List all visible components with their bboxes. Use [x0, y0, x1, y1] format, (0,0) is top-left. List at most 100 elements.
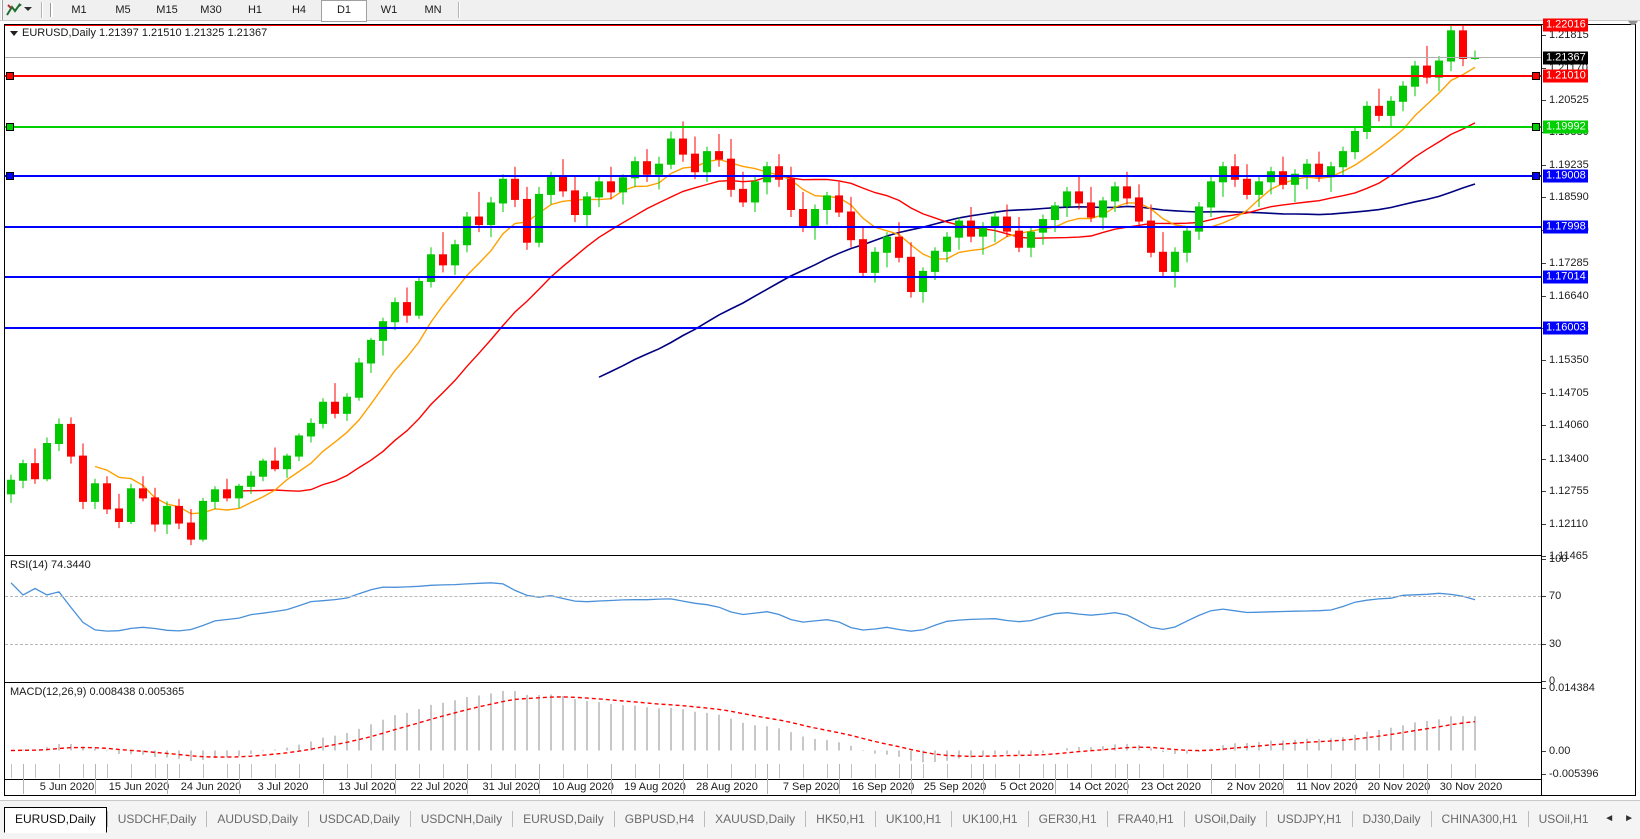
price-level-tag[interactable]: 1.17014	[1543, 270, 1588, 284]
chart-area[interactable]: EURUSD,Daily 1.21397 1.21510 1.21325 1.2…	[4, 18, 1638, 796]
symbol-ohlc-text: EURUSD,Daily 1.21397 1.21510 1.21325 1.2…	[22, 27, 268, 39]
date-axis-separator	[539, 764, 540, 794]
chart-tab-usdcad-daily[interactable]: USDCAD,Daily	[319, 812, 400, 826]
level-drag-handle[interactable]	[1532, 172, 1540, 181]
date-axis-tick	[371, 764, 372, 778]
chart-tab-gbpusd-h4[interactable]: GBPUSD,H4	[624, 812, 695, 826]
price-level-tag[interactable]: 1.19992	[1543, 120, 1588, 134]
chart-tab-usoil-h1[interactable]: USOil,H1	[1538, 812, 1589, 826]
rsi-pane[interactable]: RSI(14) 74.3440	[5, 557, 1541, 683]
tab-prev-icon[interactable]: ◄	[1604, 813, 1615, 824]
date-axis-tick	[179, 764, 180, 778]
chart-tab-dj30-daily[interactable]: DJ30,Daily	[1362, 812, 1421, 826]
chart-tab-xauusd-daily[interactable]: XAUUSD,Daily	[715, 812, 796, 826]
rsi-canvas	[10, 582, 1476, 632]
price-level-line[interactable]	[5, 175, 1541, 178]
date-axis-separator	[839, 764, 840, 794]
chevron-down-icon[interactable]	[24, 7, 32, 11]
price-level-line[interactable]	[5, 25, 1541, 26]
toolbar-grip[interactable]	[0, 0, 6, 20]
chart-tab-china300-h1[interactable]: CHINA300,H1	[1441, 812, 1518, 826]
chart-tab-eurusd-daily[interactable]: EURUSD,Daily	[4, 807, 107, 833]
date-axis-separator	[23, 764, 24, 794]
chart-tab-uk100-h1[interactable]: UK100,H1	[885, 812, 942, 826]
macd-pane[interactable]: MACD(12,26,9) 0.008438 0.005365	[5, 684, 1541, 778]
indicators-icon[interactable]	[6, 3, 22, 17]
price-axis-label: 1.14060	[1549, 419, 1589, 432]
date-axis-tick	[851, 764, 852, 778]
timeframe-d1[interactable]: D1	[321, 0, 367, 22]
timeframe-h4[interactable]: H4	[291, 4, 307, 16]
chart-tab-eurusd-daily[interactable]: EURUSD,Daily	[523, 812, 604, 826]
symbol-ohlc-label: EURUSD,Daily 1.21397 1.21510 1.21325 1.2…	[10, 27, 267, 39]
macd-axis-tick	[1542, 688, 1546, 689]
price-axis-label: 1.18590	[1549, 191, 1589, 204]
timeframe-m30[interactable]: M30	[200, 4, 222, 16]
date-axis-tick	[83, 764, 84, 778]
price-level-line[interactable]	[5, 326, 1541, 329]
chart-tab-usdchf-daily[interactable]: USDCHF,Daily	[117, 812, 197, 826]
symbol-caret-icon[interactable]	[10, 30, 18, 36]
macd-axis-label: -0.005396	[1549, 768, 1599, 780]
toolbar-separator-end	[455, 0, 462, 20]
date-axis-tick	[491, 764, 492, 778]
date-axis-separator	[983, 764, 984, 794]
chart-tab-usoil-daily[interactable]: USOil,Daily	[1194, 812, 1257, 826]
chart-tab-usdjpy-h1[interactable]: USDJPY,H1	[1277, 812, 1342, 826]
rsi-axis-label: 70	[1549, 589, 1562, 602]
price-level-line[interactable]	[5, 74, 1541, 77]
level-drag-handle-left[interactable]	[6, 71, 14, 80]
price-axis-label: 1.12110	[1549, 517, 1588, 530]
price-level-line[interactable]	[5, 125, 1541, 128]
date-axis-tick	[1139, 764, 1140, 778]
price-axis-label: 1.15350	[1549, 354, 1589, 367]
date-axis-tick	[635, 764, 636, 778]
tab-separator	[874, 811, 876, 827]
chart-tab-hk50-h1[interactable]: HK50,H1	[816, 812, 865, 826]
chart-tab-usdcnh-daily[interactable]: USDCNH,Daily	[420, 812, 503, 826]
chart-tab-uk100-h1[interactable]: UK100,H1	[962, 812, 1018, 826]
price-level-line[interactable]	[5, 56, 1541, 58]
date-axis[interactable]: 5 Jun 2020 15 Jun 2020 24 Jun 2020 3 Jul 20…	[5, 764, 1541, 795]
price-axis-label: 1.11465	[1549, 550, 1588, 562]
price-level-tag[interactable]: 1.21010	[1543, 69, 1588, 83]
price-axis[interactable]: 1.218151.211701.205251.198801.192351.185…	[1541, 18, 1635, 795]
timeframe-h1[interactable]: H1	[247, 4, 263, 16]
timeframe-mn[interactable]: MN	[424, 4, 442, 16]
timeframe-m15[interactable]: M15	[156, 4, 178, 16]
macd-label: MACD(12,26,9) 0.008438 0.005365	[10, 686, 185, 698]
date-axis-label: 11 Nov 2020	[1296, 781, 1358, 793]
tab-next-icon[interactable]: ►	[1624, 813, 1634, 824]
date-axis-tick	[587, 764, 588, 778]
date-axis-tick	[563, 764, 564, 778]
date-axis-label: 23 Oct 2020	[1141, 781, 1201, 793]
timeframe-w1[interactable]: W1	[380, 4, 398, 16]
chart-tab-audusd-daily[interactable]: AUDUSD,Daily	[217, 812, 299, 826]
date-axis-tick	[275, 764, 276, 778]
date-axis-label: 22 Jul 2020	[410, 781, 468, 793]
date-axis-label: 25 Sep 2020	[923, 781, 987, 793]
level-drag-handle-left[interactable]	[6, 172, 14, 181]
timeframe-m1[interactable]: M1	[71, 4, 87, 16]
timeframe-grip[interactable]	[45, 0, 57, 20]
price-level-tag[interactable]: 1.22016	[1543, 18, 1588, 32]
last-price-tag[interactable]: 1.21367	[1543, 51, 1588, 65]
price-level-tag[interactable]: 1.19008	[1543, 169, 1588, 183]
date-axis-tick	[107, 764, 108, 778]
chart-tab-fra40-h1[interactable]: FRA40,H1	[1117, 812, 1174, 826]
timeframe-m5[interactable]: M5	[115, 4, 131, 16]
price-level-line[interactable]	[5, 275, 1541, 278]
level-drag-handle-left[interactable]	[6, 122, 14, 131]
rsi-axis-label: 100	[1549, 553, 1568, 565]
level-drag-handle[interactable]	[1532, 71, 1540, 80]
tab-separator	[1183, 811, 1185, 827]
price-level-tag[interactable]: 1.16003	[1543, 321, 1588, 335]
price-pane[interactable]: EURUSD,Daily 1.21397 1.21510 1.21325 1.2…	[5, 25, 1541, 556]
price-level-tag[interactable]: 1.17998	[1543, 220, 1588, 234]
tab-separator	[1351, 811, 1353, 827]
tab-separator	[1430, 811, 1432, 827]
price-level-line[interactable]	[5, 226, 1541, 229]
date-axis-tick	[35, 764, 36, 778]
chart-tab-ger30-h1[interactable]: GER30,H1	[1038, 812, 1097, 826]
level-drag-handle[interactable]	[1532, 122, 1540, 131]
